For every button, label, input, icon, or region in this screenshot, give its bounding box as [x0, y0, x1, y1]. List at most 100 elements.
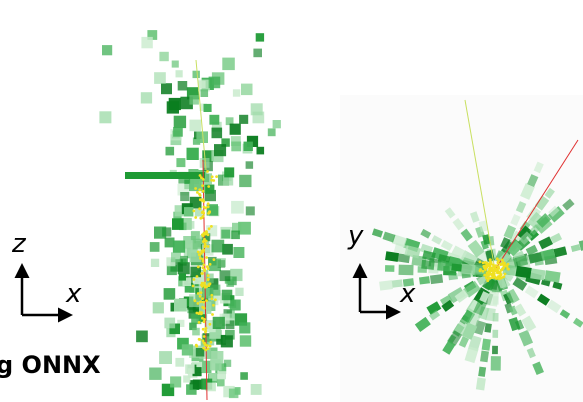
hit-cell: [175, 358, 184, 367]
vertex-dot: [494, 276, 497, 279]
vertex-dot: [489, 277, 492, 280]
hit-cell: [230, 124, 241, 135]
hit-cell: [102, 45, 112, 55]
hit-cell: [182, 344, 193, 355]
hit-cell: [419, 276, 430, 284]
vertex-dot: [486, 271, 489, 274]
vertex-dot: [198, 338, 201, 341]
hit-cell: [257, 147, 265, 155]
vertex-dot: [202, 178, 205, 181]
hit-cell: [164, 318, 175, 329]
hit-cell: [385, 265, 394, 272]
hit-cell: [184, 207, 193, 216]
vertex-dot: [193, 278, 196, 281]
vertex-dot: [202, 250, 205, 253]
vertex-dot: [204, 286, 207, 289]
vertex-dot: [207, 267, 210, 270]
vertex-dot: [202, 328, 205, 331]
hit-cell: [530, 268, 545, 280]
hit-cell: [154, 72, 166, 84]
vertex-dot: [203, 206, 206, 209]
hit-cell: [430, 274, 443, 284]
hit-cell: [170, 376, 181, 387]
hit-cell: [231, 231, 240, 240]
vertex-dot: [203, 320, 206, 323]
hit-cell: [159, 351, 172, 364]
vertex-dot: [198, 188, 201, 191]
vertex-dot: [210, 294, 213, 297]
hit-cell: [180, 192, 189, 201]
vertex-dot: [208, 227, 211, 230]
vertex-dot: [204, 349, 207, 352]
vertex-dot: [486, 274, 489, 277]
hit-cell: [189, 95, 199, 105]
vertex-dot: [203, 282, 206, 285]
hit-cell: [190, 120, 202, 132]
hit-cell: [190, 267, 201, 278]
hit-cell: [192, 328, 200, 336]
hit-cell: [171, 252, 181, 262]
vertex-dot: [210, 179, 213, 182]
hit-cell: [185, 364, 194, 373]
hit-cell: [213, 317, 225, 329]
vertex-dot: [207, 205, 210, 208]
hit-cell: [198, 81, 205, 88]
hit-cell: [136, 331, 148, 343]
vertex-dot: [199, 295, 202, 298]
vertex-dot: [496, 271, 499, 274]
axis-label: y: [347, 221, 364, 251]
hit-cell: [212, 128, 223, 139]
vertex-dot: [202, 263, 205, 266]
hit-cell: [251, 384, 262, 395]
hit-cell: [153, 302, 164, 313]
axis-label: x: [65, 279, 82, 309]
vertex-dot: [194, 187, 197, 190]
vertex-dot: [486, 279, 489, 282]
hit-cell: [221, 335, 233, 347]
vertex-dot: [203, 233, 206, 236]
hit-cell: [209, 285, 220, 296]
vertex-dot: [199, 217, 202, 220]
caption: g ONNX: [0, 351, 101, 379]
hit-cell: [460, 263, 475, 274]
vertex-dot: [499, 272, 502, 275]
hit-cell: [515, 266, 531, 279]
hit-cell: [174, 116, 186, 128]
vertex-dot: [479, 261, 482, 264]
vertex-dot: [200, 291, 203, 294]
hit-cell: [207, 383, 216, 392]
hit-cell: [209, 115, 219, 125]
hit-cell: [212, 240, 225, 253]
vertex-dot: [479, 269, 482, 272]
vertex-dot: [207, 245, 210, 248]
vertex-dot: [493, 269, 496, 272]
hit-cell: [253, 49, 262, 58]
vertex-dot: [197, 302, 200, 305]
hit-cell: [166, 147, 175, 156]
hit-cell: [217, 258, 226, 267]
hit-cell: [161, 83, 172, 94]
vertex-dot: [210, 225, 213, 228]
vertex-dot: [205, 327, 208, 330]
hit-cell: [173, 241, 185, 253]
page: z x y x g ONNX (() => { const data = JSO…: [0, 0, 583, 402]
hit-cell: [229, 389, 239, 399]
vertex-dot: [192, 210, 195, 213]
vertex-dot: [204, 243, 207, 246]
vertex-dot: [205, 256, 208, 259]
hit-cell: [149, 368, 161, 380]
vertex-dot: [497, 265, 500, 268]
vertex-dot: [209, 345, 212, 348]
vertex-dot: [197, 266, 200, 269]
vertex-dot: [211, 175, 214, 178]
vertex-dot: [504, 273, 507, 276]
vertex-dot: [207, 185, 210, 188]
hit-cell: [180, 256, 188, 264]
vertex-dot: [506, 265, 509, 268]
vertex-dot: [200, 272, 203, 275]
hit-cell: [448, 273, 458, 280]
vertex-dot: [198, 254, 201, 257]
vertex-dot: [196, 312, 199, 315]
vertex-dot: [507, 268, 510, 271]
left-axes: z x: [11, 229, 82, 315]
